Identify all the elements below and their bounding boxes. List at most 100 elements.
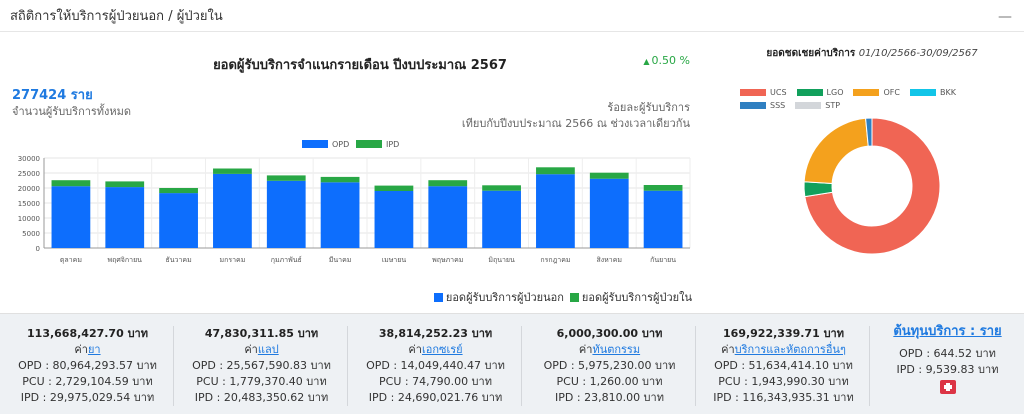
medkit-icon[interactable] (939, 380, 956, 394)
cost-link[interactable]: ต้นทุนบริการ : ราย (893, 324, 1002, 339)
pie-title-text: ยอดชดเชยค่าบริการ (766, 48, 856, 59)
compensation-donut-chart (803, 117, 941, 255)
legend-ipd[interactable]: ยอดผู้รับบริการผู้ป่วยใน (569, 288, 692, 306)
y-tick-label: 20000 (18, 185, 40, 193)
bar-opd (320, 182, 360, 248)
percent-change: ▲ 0.50 % (643, 54, 690, 67)
total-label: จำนวนผู้รับบริการทั้งหมด (12, 105, 132, 118)
cost-ipd: IPD : 9,539.83 บาท (896, 363, 999, 376)
slice-ofc (803, 117, 869, 185)
chart-title: ยอดผู้รับบริการจำแนกรายเดือน ปีงบประมาณ … (213, 58, 507, 73)
pie-legend-stp[interactable]: STP (795, 101, 840, 110)
monthly-chart-panel: ยอดผู้รับบริการจำแนกรายเดือน ปีงบประมาณ … (0, 32, 720, 312)
x-tick-label: ตุลาคม (60, 256, 82, 264)
slice-ucs (804, 117, 941, 255)
legend-opd[interactable]: ยอดผู้รับบริการผู้ป่วยนอก (433, 288, 564, 306)
pie-date-range: 01/10/2566-30/09/2567 (858, 48, 978, 59)
y-tick-label: 5000 (22, 230, 40, 238)
y-tick-label: 25000 (18, 170, 40, 178)
stat-category-prefix: ค่า (721, 343, 735, 356)
stat-line: PCU : 2,729,104.59 บาท (22, 375, 153, 388)
stat-category: ค่าทันตกรรม (524, 342, 695, 358)
stat-line: PCU : 74,790.00 บาท (379, 375, 492, 388)
pie-legend-label: UCS (770, 88, 787, 97)
pie-legend-swatch (853, 89, 880, 96)
legend-swatch-opd (302, 140, 328, 148)
y-tick-label: 15000 (18, 200, 40, 208)
bar-ipd (428, 180, 468, 187)
summary-footer: 113,668,427.70 บาท ค่ายา OPD : 80,964,293.… (0, 313, 1024, 414)
percent-compare: เทียบกับปีงบประมาณ 2566 ณ ช่วงเวลาเดียวก… (461, 117, 690, 130)
stat-line: PCU : 1,779,370.40 บาท (196, 375, 327, 388)
compensation-panel: ยอดชดเชยค่าบริการ 01/10/2566-30/09/2567 … (720, 32, 1024, 312)
stat-total: 113,668,427.70 บาท (27, 327, 148, 340)
pie-legend-bkk[interactable]: BKK (909, 88, 956, 97)
pie-legend-lgo[interactable]: LGO (796, 88, 843, 97)
x-tick-label: กุมภาพันธ์ (271, 256, 302, 264)
slice-sss (865, 117, 873, 147)
stat-category-link[interactable]: เอกซเรย์ (421, 343, 463, 356)
x-tick-label: มีนาคม (329, 256, 352, 264)
stat-category-link[interactable]: บริการและหัตถการอื่นๆ (734, 343, 846, 356)
card-header: สถิติการให้บริการผู้ป่วยนอก / ผู้ป่วยใน … (0, 0, 1024, 32)
pie-legend-swatch (795, 102, 822, 109)
pie-legend-swatch (909, 89, 936, 96)
bar-opd (643, 190, 683, 248)
pie-legend-label: STP (825, 101, 841, 110)
x-tick-label: พฤษภาคม (432, 256, 463, 264)
bar-ipd (374, 185, 414, 191)
bar-opd (482, 190, 521, 248)
stat-line: IPD : 24,690,021.76 บาท (368, 391, 503, 404)
stat-line: PCU : 1,943,990.30 บาท (718, 375, 849, 388)
bar-ipd (159, 188, 198, 194)
bar-legend: OPD IPD (302, 140, 399, 149)
percent-value: 0.50 % (651, 54, 690, 67)
pie-legend-ucs[interactable]: UCS (740, 88, 787, 97)
x-tick-label: กรกฎาคม (540, 256, 570, 264)
stat-total: 47,830,311.85 บาท (204, 327, 319, 340)
stat-block: 169,922,339.71 บาทค่าบริการและหัตถการอื่… (698, 326, 870, 406)
stat-line: PCU : 1,260.00 บาท (556, 375, 663, 388)
stat-category-prefix: ค่า (244, 343, 258, 356)
stat-block: 6,000,300.00 บาท ค่าทันตกรรม OPD : 5,975,2… (524, 326, 696, 406)
legend-ipd-label: ยอดผู้รับบริการผู้ป่วยใน (581, 291, 692, 304)
stat-category-link[interactable]: ยา (87, 343, 101, 356)
x-tick-label: กันยายน (650, 256, 676, 264)
stat-block: 113,668,427.70 บาทค่ายา OPD : 80,964,293.… (2, 326, 174, 406)
bar-ipd (51, 180, 91, 187)
bottom-legend: ยอดผู้รับบริการผู้ป่วยนอก ยอดผู้รับบริกา… (433, 288, 692, 306)
pie-legend-swatch (796, 89, 823, 96)
stat-line: OPD : 80,964,293.57 บาท (18, 359, 157, 372)
bar-opd (374, 191, 414, 248)
stat-category-link[interactable]: ทันตกรรม (592, 343, 641, 356)
monthly-bar-chart: OPD IPD 0 5000 10000 15000 20000 25000 30000 ตุลา… (18, 140, 691, 264)
legend-label-ipd: IPD (386, 140, 399, 149)
stat-line: OPD : 14,049,440.47 บาท (366, 359, 505, 372)
stat-category-link[interactable]: แลป (257, 343, 279, 356)
cost-opd: OPD : 644.52 บาท (899, 347, 996, 360)
pie-legend-sss[interactable]: SSS (740, 101, 785, 110)
stat-category-prefix: ค่า (578, 343, 593, 356)
pie-title: ยอดชดเชยค่าบริการ 01/10/2566-30/09/2567 (720, 46, 1024, 61)
y-tick-label: 0 (36, 245, 40, 253)
pie-legend-ofc[interactable]: OFC (853, 88, 900, 97)
stat-line: OPD : 5,975,230.00 บาท (543, 359, 676, 372)
legend-swatch-ipd (356, 140, 382, 148)
stat-category: ค่ายา (2, 342, 173, 358)
collapse-icon[interactable]: — (998, 9, 1012, 25)
stat-total: 169,922,339.71 บาท (723, 327, 844, 340)
stat-category: ค่าแลป (176, 342, 347, 358)
bar-ipd (536, 167, 575, 175)
pie-legend-label: SSS (770, 101, 786, 110)
cost-panel: ต้นทุนบริการ : ราย OPD : 644.52 บาท IPD … (875, 324, 1020, 399)
pie-legend-label: BKK (939, 88, 956, 97)
arrow-up-icon: ▲ (643, 57, 650, 66)
bar-opd (213, 173, 252, 248)
bar-ipd (643, 185, 683, 191)
bar-ipd (320, 176, 360, 183)
x-tick-label: สิงหาคม (596, 256, 622, 264)
bar-opd (536, 174, 575, 248)
bar-ipd (213, 168, 252, 174)
bar-opd (159, 193, 198, 248)
x-tick-label: มกราคม (219, 256, 245, 264)
